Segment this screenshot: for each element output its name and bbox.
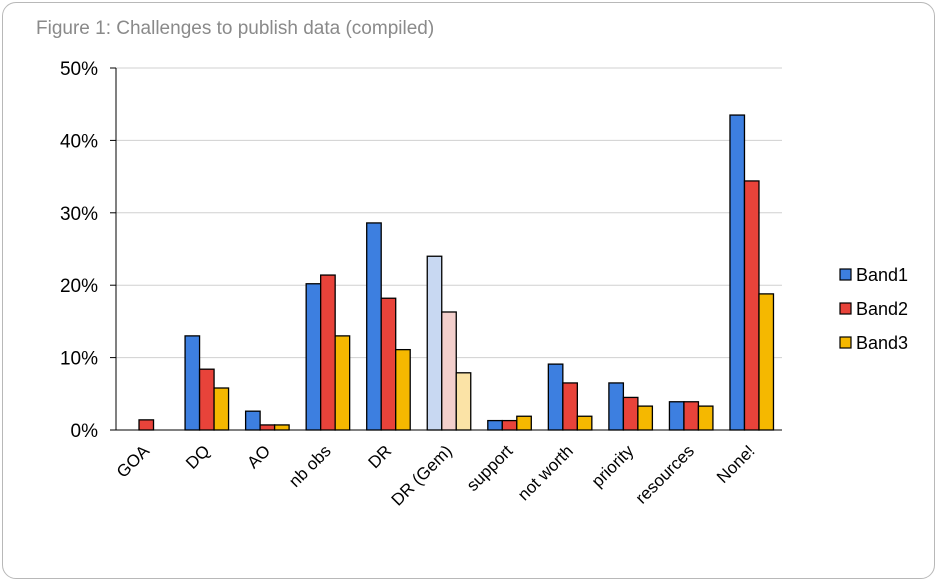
legend-swatch-band3	[839, 336, 852, 349]
figure-title: Figure 1: Challenges to publish data (co…	[36, 18, 435, 39]
x-category-label: priority	[588, 441, 638, 491]
legend-swatch-band2	[839, 302, 852, 315]
bar-band3	[576, 415, 593, 431]
bar-band2	[380, 297, 397, 431]
bar-band3	[395, 348, 411, 431]
bar-band3	[273, 424, 290, 431]
bar-band2	[138, 419, 155, 431]
axes	[115, 68, 782, 431]
y-tick-label: 30%	[60, 204, 98, 225]
y-tick-label: 0%	[71, 421, 99, 442]
bar-band3	[213, 387, 230, 431]
bar-band1	[244, 410, 261, 431]
y-tick-label: 20%	[60, 276, 98, 297]
x-category-label: GOA	[113, 441, 154, 482]
bar-band3	[697, 405, 714, 431]
legend-label-band2: Band2	[856, 299, 908, 319]
legend-label-band3: Band3	[856, 333, 908, 353]
bar-band3	[455, 372, 472, 431]
x-category-label: None!	[713, 441, 759, 487]
bar-band2	[441, 311, 457, 431]
bar-band1	[366, 222, 382, 431]
bar-band3	[637, 405, 654, 431]
bar-band1	[426, 255, 443, 431]
x-category-label: resources	[632, 441, 698, 507]
x-category-label: DR	[364, 441, 395, 472]
bar-band1	[608, 382, 625, 431]
x-category-label: AO	[243, 441, 274, 472]
x-category-label: support	[463, 441, 517, 495]
bar-band3	[516, 415, 532, 431]
bar-band1	[668, 401, 685, 431]
bar-band3	[334, 335, 351, 431]
y-tick-label: 40%	[60, 131, 98, 152]
y-tick-label: 10%	[60, 349, 98, 370]
bar-band2	[198, 368, 215, 431]
bar-band3	[758, 293, 775, 431]
bar-band1	[487, 419, 503, 431]
bar-band2	[259, 424, 276, 431]
bar-band1	[305, 283, 322, 431]
bar-band1	[184, 335, 201, 431]
bar-band2	[743, 180, 760, 431]
bar-band1	[729, 114, 746, 431]
bar-band2	[320, 274, 336, 431]
x-category-label: nb obs	[285, 441, 335, 491]
x-category-label: DR (Gem)	[388, 441, 456, 509]
bar-band2	[683, 401, 700, 431]
legend: Band1 Band2 Band3	[839, 265, 908, 353]
legend-swatch-band1	[839, 268, 852, 281]
legend-label-band1: Band1	[856, 265, 908, 285]
x-category-label: not worth	[514, 441, 577, 504]
y-tick-label: 50%	[60, 59, 98, 80]
bar-band2	[622, 396, 639, 431]
bar-band1	[547, 363, 564, 431]
x-category-label: DQ	[182, 441, 213, 472]
bar-band2	[501, 419, 518, 431]
y-axis-ticks: 0% 10% 20% 30% 40% 50%	[60, 59, 116, 442]
bar-band2	[562, 382, 578, 431]
bars	[138, 114, 775, 431]
